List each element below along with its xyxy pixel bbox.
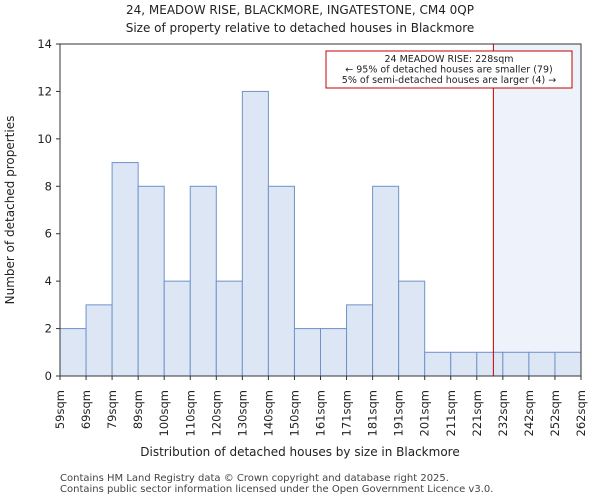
footer-attribution-1: Contains HM Land Registry data © Crown c… xyxy=(60,473,449,484)
x-tick-label-89sqm: 89sqm xyxy=(131,390,145,429)
annotation-line-1: 24 MEADOW RISE: 228sqm xyxy=(384,54,513,65)
bar-150sqm xyxy=(293,328,322,377)
bar-191sqm xyxy=(398,280,426,377)
y-tick-label-6: 6 xyxy=(45,227,52,241)
x-tick-label-232sqm: 232sqm xyxy=(496,390,510,436)
x-tick-label-242sqm: 242sqm xyxy=(522,390,536,436)
bar-232sqm xyxy=(502,351,530,377)
x-tick-label-130sqm: 130sqm xyxy=(235,390,249,436)
y-tick-label-2: 2 xyxy=(45,322,52,336)
bar-181sqm xyxy=(372,185,400,377)
bar-110sqm xyxy=(189,185,217,377)
x-tick-label-211sqm: 211sqm xyxy=(444,390,458,436)
annotation-line-3: 5% of semi-detached houses are larger (4… xyxy=(342,75,556,86)
x-tick-label-262sqm: 262sqm xyxy=(574,390,588,436)
highlight-region xyxy=(493,44,581,376)
bar-130sqm xyxy=(241,90,269,377)
x-tick-label-221sqm: 221sqm xyxy=(470,390,484,436)
chart-title: 24, MEADOW RISE, BLACKMORE, INGATESTONE,… xyxy=(126,3,474,17)
bar-201sqm xyxy=(424,351,452,377)
bar-120sqm xyxy=(215,280,243,377)
bar-242sqm xyxy=(528,351,556,377)
plot-area: 0 2 4 6 8 10 12 14 59sqm 69sqm 79sqm 89sqm 100sqm 110… xyxy=(37,37,588,436)
y-tick-label-4: 4 xyxy=(45,274,52,288)
x-tick-label-181sqm: 181sqm xyxy=(366,390,380,436)
bar-79sqm xyxy=(111,162,139,377)
y-tick-label-10: 10 xyxy=(37,132,52,146)
bar-59sqm xyxy=(59,328,87,377)
x-tick-label-201sqm: 201sqm xyxy=(418,390,432,436)
x-tick-label-161sqm: 161sqm xyxy=(314,390,328,436)
bar-161sqm xyxy=(320,328,348,377)
bar-140sqm xyxy=(267,185,295,377)
x-tick-label-171sqm: 171sqm xyxy=(340,390,354,436)
bar-171sqm xyxy=(346,304,374,377)
y-tick-label-8: 8 xyxy=(45,179,52,193)
x-tick-label-69sqm: 69sqm xyxy=(79,390,93,429)
y-tick-label-14: 14 xyxy=(37,37,52,51)
y-tick-label-0: 0 xyxy=(45,369,52,383)
x-tick-label-100sqm: 100sqm xyxy=(157,390,171,436)
x-tick-label-120sqm: 120sqm xyxy=(209,390,223,436)
annotation-box xyxy=(325,50,573,89)
bar-100sqm xyxy=(163,280,191,377)
x-tick-label-110sqm: 110sqm xyxy=(183,390,197,436)
x-tick-label-59sqm: 59sqm xyxy=(53,390,67,429)
chart-subtitle: Size of property relative to detached ho… xyxy=(126,21,475,35)
y-tick-label-12: 12 xyxy=(37,84,52,98)
annotation-line-2: ← 95% of detached houses are smaller (79… xyxy=(345,65,552,76)
bar-89sqm xyxy=(137,185,165,377)
x-tick-label-140sqm: 140sqm xyxy=(261,390,275,436)
y-axis-label: Number of detached properties xyxy=(3,116,17,305)
footer-attribution-2: Contains public sector information licen… xyxy=(60,484,494,495)
bar-211sqm xyxy=(450,351,478,377)
x-tick-label-79sqm: 79sqm xyxy=(105,390,119,429)
bar-221sqm xyxy=(476,351,504,377)
x-axis-label: Distribution of detached houses by size … xyxy=(140,445,459,459)
x-tick-label-252sqm: 252sqm xyxy=(548,390,562,436)
x-tick-label-191sqm: 191sqm xyxy=(392,390,406,436)
bar-252sqm xyxy=(554,351,582,377)
bar-69sqm xyxy=(85,304,113,377)
x-tick-label-150sqm: 150sqm xyxy=(287,390,301,436)
